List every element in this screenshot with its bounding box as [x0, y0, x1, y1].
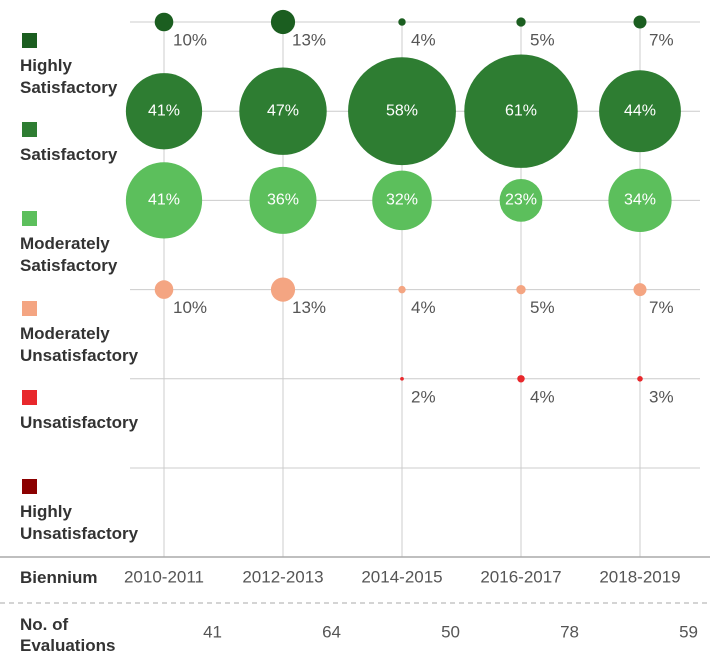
bubble [154, 12, 174, 32]
legend-swatch [22, 300, 37, 316]
bubble [633, 15, 647, 29]
bubble [637, 376, 643, 382]
evaluation-count: 64 [322, 622, 341, 641]
value-label: 23% [505, 192, 537, 209]
value-label: 10% [173, 298, 207, 317]
bubble [516, 284, 526, 295]
value-label: 7% [649, 30, 674, 49]
bubble [499, 179, 543, 222]
value-label: 44% [624, 102, 656, 119]
value-label: 10% [173, 30, 207, 49]
bubble [400, 376, 404, 381]
value-label: 41% [148, 102, 180, 119]
bubble [464, 54, 578, 168]
bubble [398, 18, 406, 26]
value-label: 61% [505, 102, 537, 119]
value-label: 34% [624, 192, 656, 209]
evaluation-count: 59 [679, 622, 698, 641]
evaluation-count: 41 [203, 622, 222, 641]
bubble [239, 67, 327, 155]
legend-label: Moderately Satisfactory [20, 234, 118, 276]
bubble [270, 277, 296, 302]
x-tick-label: 2012-2013 [242, 567, 323, 586]
bubble [372, 170, 432, 231]
bubble [517, 375, 525, 383]
legend-swatch [22, 33, 37, 48]
value-label: 58% [386, 102, 418, 119]
value-label: 47% [267, 102, 299, 119]
bubble [608, 168, 672, 233]
legend-swatch [22, 211, 37, 227]
value-label: 41% [148, 192, 180, 209]
legend-label: Unsatisfactory [20, 412, 139, 432]
bubble [249, 166, 317, 234]
x-tick-label: 2016-2017 [480, 567, 561, 586]
value-label: 7% [649, 298, 674, 317]
bubble [516, 17, 526, 27]
evaluations-label: No. of Evaluations [20, 615, 116, 655]
legend-label: Moderately Unsatisfactory [20, 323, 139, 365]
value-label: 5% [530, 298, 555, 317]
value-label: 3% [649, 387, 674, 406]
bubble [125, 162, 203, 239]
legend-swatch [22, 479, 37, 494]
value-label: 4% [530, 387, 555, 406]
value-label: 5% [530, 30, 555, 49]
bubble [125, 73, 203, 150]
bubble [348, 57, 456, 166]
bubble [270, 9, 296, 35]
legend-label: Satisfactory [20, 145, 118, 165]
bubble [154, 280, 174, 299]
x-tick-label: 2014-2015 [361, 567, 442, 586]
x-tick-label: 2010-2011 [124, 567, 204, 586]
legend-swatch [22, 389, 37, 405]
evaluation-count: 78 [560, 622, 579, 641]
value-label: 4% [411, 298, 436, 317]
bubble [633, 283, 647, 297]
value-label: 13% [292, 298, 326, 317]
value-label: 36% [267, 192, 299, 209]
x-tick-label: 2018-2019 [599, 567, 680, 586]
value-label: 13% [292, 30, 326, 49]
x-axis-label: Biennium [20, 568, 98, 587]
value-label: 2% [411, 387, 436, 406]
value-label: 4% [411, 30, 436, 49]
bubble [599, 70, 681, 153]
legend-label: Highly Satisfactory [20, 56, 118, 97]
value-label: 32% [386, 192, 418, 209]
legend-swatch [22, 122, 37, 138]
bubble [398, 285, 406, 294]
evaluation-count: 50 [441, 622, 460, 641]
legend-label: Highly Unsatisfactory [20, 502, 139, 543]
